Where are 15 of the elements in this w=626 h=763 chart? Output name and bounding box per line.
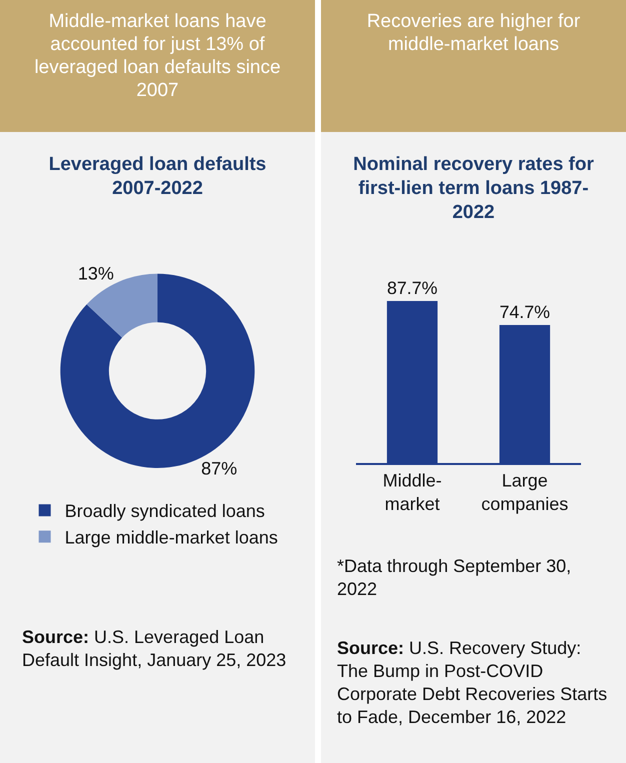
source-note: Source: U.S. Leveraged Loan Default Insight, January 25, 2023 — [22, 627, 286, 670]
data-label: 87.7% — [386, 278, 438, 298]
x-tick-label: Large companies — [481, 470, 568, 514]
chart-subtitle: Leveraged loan defaults 2007-2022 — [48, 153, 268, 201]
chart-subtitle: Nominal recovery rates for first-lien term loans 1987-2022 — [352, 153, 595, 225]
data-label: 74.7% — [499, 302, 550, 322]
chart-title: Recoveries are higher for middle-market loans — [366, 10, 582, 56]
text: *Data through September 30, 2022 — [337, 555, 572, 601]
x-tick-label: Middle-market — [382, 470, 442, 514]
data-label: 87% — [201, 458, 238, 478]
source-note: Source: U.S. Recovery Study: The Bump in Post-COVID Corporate Debt Recoveries Starts to Fade, December 16, 2022 — [337, 638, 608, 727]
legend-label: Broadly syndicated loans — [64, 501, 265, 522]
legend-label: Large middle-market loans — [64, 528, 278, 548]
data-label: 13% — [78, 263, 114, 284]
chart-title: Middle-market loans have accounted for just 13% of leveraged loan defaults since 2007 — [33, 10, 282, 102]
